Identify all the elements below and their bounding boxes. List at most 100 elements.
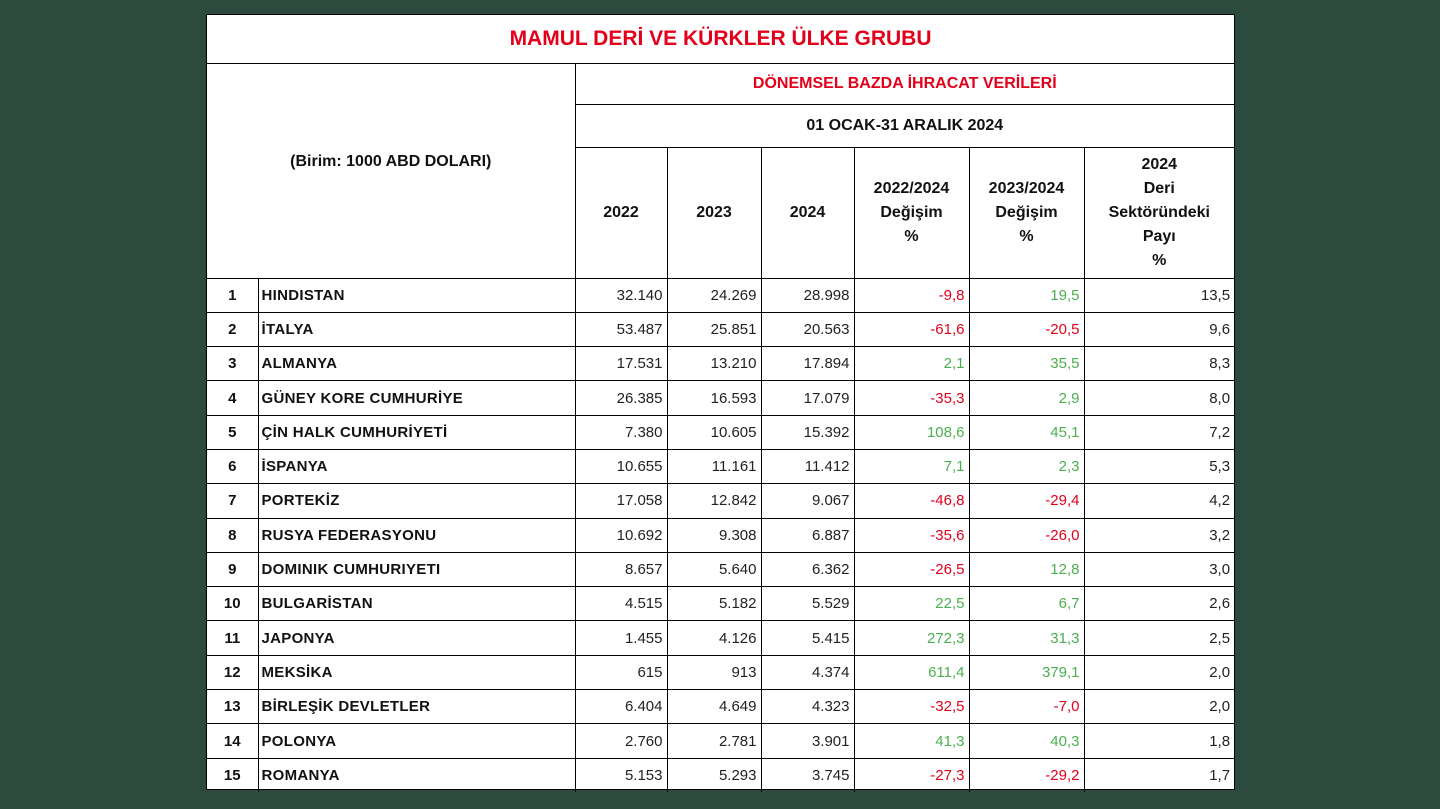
change-2023-2024-cell: 19,5 — [968, 277, 1085, 313]
change-2022-2024-cell: -46,8 — [853, 483, 970, 519]
country-cell: İTALYA — [257, 311, 576, 348]
sector-share-cell: 8,0 — [1083, 380, 1235, 416]
value-2023-cell: 9.308 — [666, 517, 762, 553]
export-table: MAMUL DERİ VE KÜRKLER ÜLKE GRUBU (Birim:… — [207, 15, 1235, 793]
country-cell: DOMINIK CUMHURIYETI — [257, 551, 576, 588]
value-2024-cell: 9.067 — [760, 483, 855, 519]
value-2024-cell: 17.894 — [760, 346, 855, 382]
change-2023-2024-cell: 40,3 — [968, 723, 1085, 759]
value-2024-cell: 28.998 — [760, 277, 855, 313]
value-2024-cell: 4.374 — [760, 654, 855, 691]
header-line: 2024 — [1141, 155, 1178, 173]
country-cell: ROMANYA — [257, 757, 576, 793]
rank-cell: 2 — [207, 311, 259, 348]
change-2022-2024-cell: 272,3 — [853, 620, 970, 656]
change-2023-2024-cell: 6,7 — [968, 586, 1085, 622]
table-row: 8 RUSYA FEDERASYONU 10.692 9.308 6.887 -35,6-… — [207, 517, 1235, 553]
sector-share-cell: 1,8 — [1083, 723, 1235, 759]
rank-cell: 14 — [207, 723, 259, 759]
sector-share-cell: 2,6 — [1083, 586, 1235, 622]
table-row: 4 GÜNEY KORE CUMHURİYE 26.385 16.593 17.079-… — [207, 380, 1235, 416]
value-2023-cell: 913 — [666, 654, 762, 691]
change-2023-2024-cell: 31,3 — [968, 620, 1085, 656]
value-2024-cell: 11.412 — [760, 448, 855, 485]
change-2022-2024-cell: -32,5 — [853, 689, 970, 725]
value-2023-cell: 13.210 — [666, 346, 762, 382]
sector-share-cell: 8,3 — [1083, 346, 1235, 382]
value-2024-cell: 17.079 — [760, 380, 855, 416]
table-row: 12 MEKSİKA 615 913 4.374 611,4 379,1 2,0 — [207, 654, 1235, 691]
table-row: 13 BİRLEŞİK DEVLETLER 6.404 4.649 4.323 -32,5… — [207, 689, 1235, 725]
change-2023-2024-cell: 35,5 — [968, 346, 1085, 382]
value-2024-cell: 4.323 — [760, 689, 855, 725]
sector-share-cell: 4,2 — [1083, 483, 1235, 519]
change-2023-2024-cell: -29,2 — [968, 757, 1085, 793]
value-2022-cell: 615 — [574, 654, 668, 691]
country-cell: BİRLEŞİK DEVLETLER — [257, 689, 576, 725]
value-2022-cell: 26.385 — [574, 380, 668, 416]
table-row: 7 PORTEKİZ 17.058 12.842 9.067 -46,8 -29,4 4,2 — [207, 483, 1235, 519]
table-row: 1 HINDISTAN 32.140 24.269 28.998 -9,8 19,5 13,5 — [207, 277, 1235, 313]
sector-share-cell: 2,0 — [1083, 689, 1235, 725]
change-2023-2024-cell: -26,0 — [968, 517, 1085, 553]
country-cell: JAPONYA — [257, 620, 576, 656]
value-2022-cell: 10.655 — [574, 448, 668, 485]
change-2022-2024-cell: -9,8 — [853, 277, 970, 313]
header-line: Değişim — [880, 203, 943, 221]
value-2022-cell: 32.140 — [574, 277, 668, 313]
unit-label: (Birim: 1000 ABD DOLARI) — [207, 62, 576, 279]
header-line: Payı — [1142, 227, 1176, 245]
change-2022-2024-cell: 41,3 — [853, 723, 970, 759]
value-2024-cell: 6.362 — [760, 551, 855, 588]
value-2024-cell: 5.529 — [760, 586, 855, 622]
value-2022-cell: 17.058 — [574, 483, 668, 519]
change-2022-2024-cell: -27,3 — [853, 757, 970, 793]
value-2023-cell: 16.593 — [666, 380, 762, 416]
table-row: 3 ALMANYA 17.531 13.210 17.894 2,1 35,5 8,3 — [207, 346, 1235, 382]
sector-share-cell: 13,5 — [1083, 277, 1235, 313]
table-row: 14 POLONYA 2.760 2.781 3.901 41,3 40,3 1,8 — [207, 723, 1235, 759]
rank-cell: 11 — [207, 620, 259, 656]
country-cell: GÜNEY KORE CUMHURİYE — [257, 380, 576, 416]
value-2023-cell: 11.161 — [666, 448, 762, 485]
export-data-sheet: MAMUL DERİ VE KÜRKLER ÜLKE GRUBU (Birim:… — [206, 14, 1235, 793]
change-2023-2024-cell: -20,5 — [968, 311, 1085, 348]
sector-share-cell: 7,2 — [1083, 414, 1235, 450]
sector-share-cell: 9,6 — [1083, 311, 1235, 348]
change-2022-2024-cell: -35,3 — [853, 380, 970, 416]
change-2023-2024-cell: 379,1 — [968, 654, 1085, 691]
value-2022-cell: 5.153 — [574, 757, 668, 793]
table-row: 11 JAPONYA 1.455 4.126 5.415 272,3 31,3 2,5 — [207, 620, 1235, 656]
change-2023-2024-cell: 12,8 — [968, 551, 1085, 588]
country-cell: ALMANYA — [257, 346, 576, 382]
rank-cell: 10 — [207, 586, 259, 622]
column-header-change-2022-2024: 2022/2024 Değişim % — [853, 146, 970, 279]
change-2022-2024-cell: 108,6 — [853, 414, 970, 450]
table-row: 5 ÇİN HALK CUMHURİYETİ 7.380 10.605 15.392 10… — [207, 414, 1235, 450]
change-2023-2024-cell: -7,0 — [968, 689, 1085, 725]
value-2022-cell: 7.380 — [574, 414, 668, 450]
value-2024-cell: 15.392 — [760, 414, 855, 450]
rank-cell: 3 — [207, 346, 259, 382]
country-cell: BULGARİSTAN — [257, 586, 576, 622]
country-cell: RUSYA FEDERASYONU — [257, 517, 576, 553]
header-line: Deri — [1143, 179, 1175, 197]
value-2024-cell: 6.887 — [760, 517, 855, 553]
change-2022-2024-cell: 7,1 — [853, 448, 970, 485]
column-header-2023: 2023 — [666, 146, 762, 279]
value-2022-cell: 2.760 — [574, 723, 668, 759]
value-2024-cell: 20.563 — [760, 311, 855, 348]
sector-share-cell: 1,7 — [1083, 757, 1235, 793]
sector-share-cell: 2,0 — [1083, 654, 1235, 691]
rank-cell: 15 — [207, 757, 259, 793]
rank-cell: 12 — [207, 654, 259, 691]
value-2023-cell: 25.851 — [666, 311, 762, 348]
rank-cell: 9 — [207, 551, 259, 588]
rank-cell: 4 — [207, 380, 259, 416]
change-2022-2024-cell: 611,4 — [853, 654, 970, 691]
value-2022-cell: 1.455 — [574, 620, 668, 656]
header-line: 2022/2024 — [873, 179, 950, 197]
header-line: Sektöründeki — [1108, 203, 1210, 221]
value-2022-cell: 53.487 — [574, 311, 668, 348]
country-cell: ÇİN HALK CUMHURİYETİ — [257, 414, 576, 450]
